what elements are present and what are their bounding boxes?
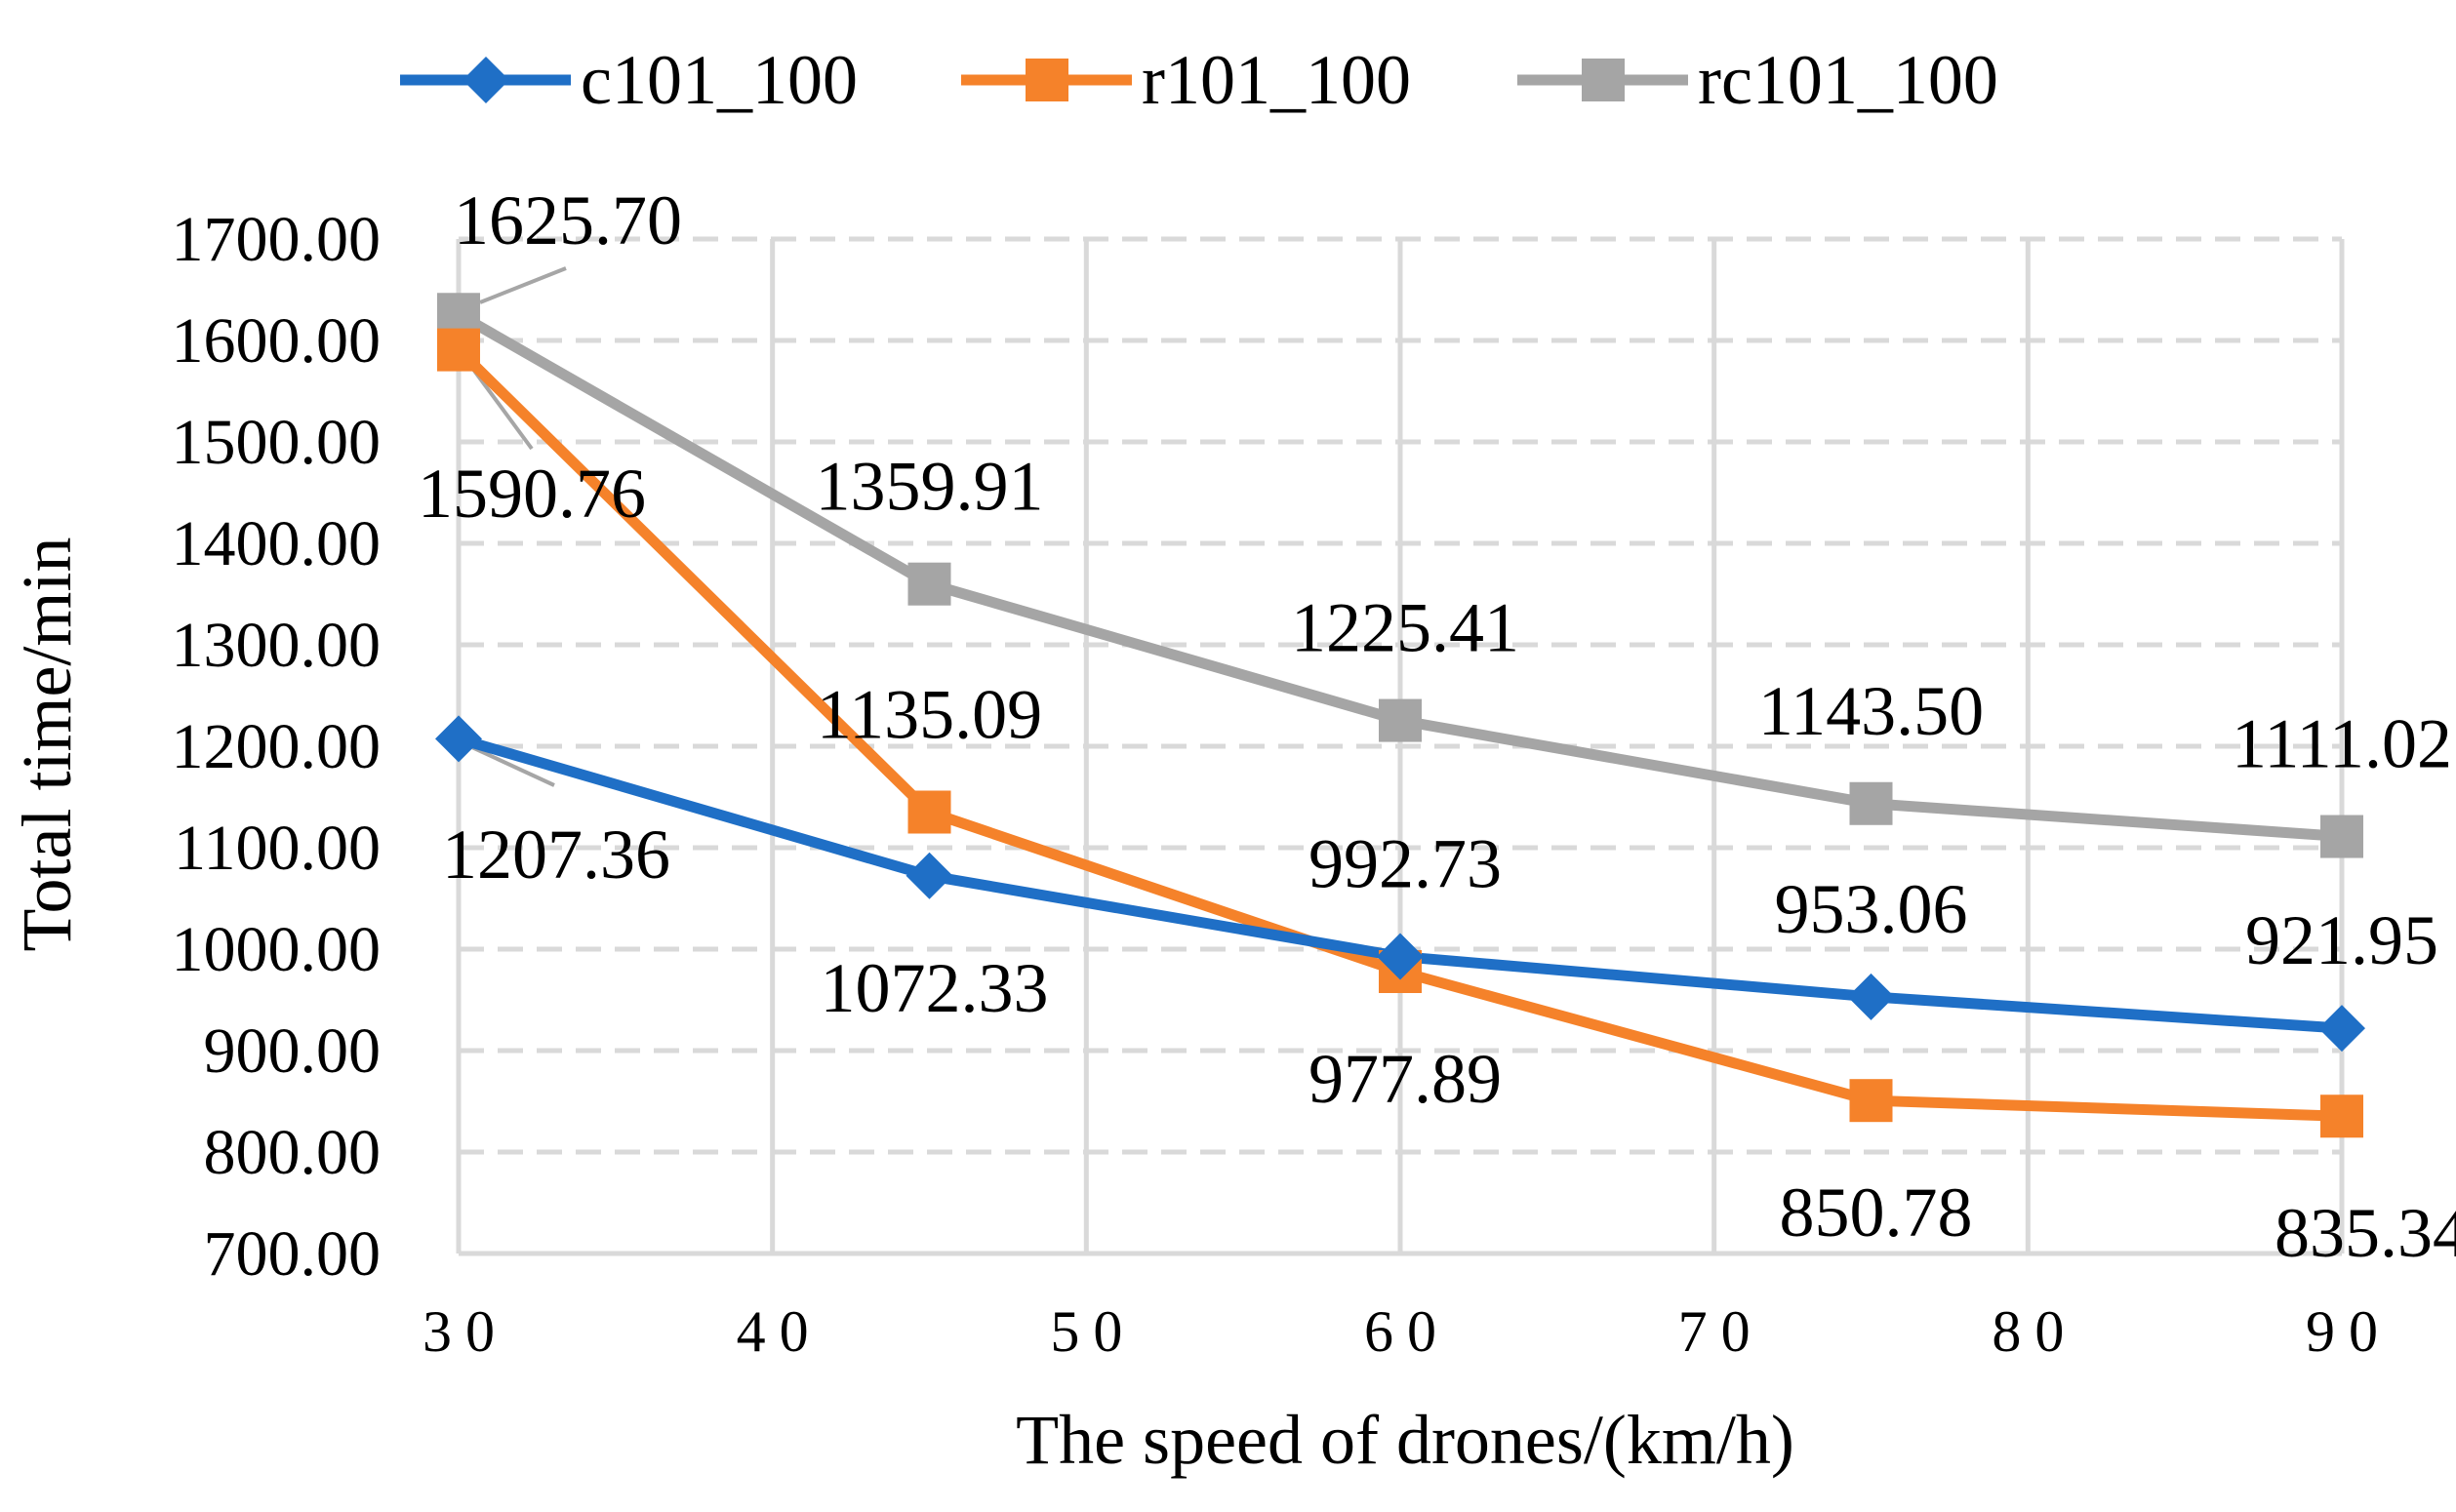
data-label-rc101-100: 1225.41: [1291, 589, 1519, 667]
data-point-r101-100: [1849, 1079, 1893, 1123]
legend-item-r101-100: r101_100: [961, 41, 1411, 119]
data-point-r101-100: [2320, 1094, 2363, 1138]
legend-label-r101-100: r101_100: [1142, 41, 1411, 119]
grid-layer: [459, 236, 2345, 1253]
y-tick-label: 1400.00: [172, 508, 382, 579]
legend-swatch-marker-c101-100: [463, 57, 509, 103]
legend-item-c101-100: c101_100: [400, 41, 858, 119]
legend-item-rc101-100: rc101_100: [1517, 41, 1998, 119]
data-label-r101-100: 1135.09: [817, 676, 1042, 754]
data-label-r101-100: 1590.76: [418, 455, 646, 533]
data-label-c101-100: 953.06: [1775, 870, 1968, 948]
data-label-c101-100: 921.95: [2245, 901, 2438, 979]
data-label-rc101-100: 1359.91: [816, 448, 1044, 526]
legend-swatch-marker-rc101-100: [1582, 59, 1625, 101]
leader-line-c101-100: [463, 741, 555, 787]
y-tick-label: 900.00: [204, 1015, 382, 1087]
data-label-r101-100: 977.89: [1309, 1040, 1502, 1118]
x-tick-label: 80: [1992, 1299, 2077, 1364]
legend-label-rc101-100: rc101_100: [1698, 41, 1998, 119]
axis-layer: 700.00 800.00 900.00 1000.00 1100.00 1200.00 1…: [172, 204, 2392, 1364]
data-label-layer: 1207.36 1072.33 992.73 953.06 921.95 1590.76 1…: [418, 181, 2456, 1272]
data-label-rc101-100: 1111.02: [2232, 705, 2452, 783]
y-tick-label: 1000.00: [172, 914, 382, 985]
data-point-c101-100: [1377, 933, 1424, 980]
data-point-c101-100: [906, 852, 953, 899]
x-tick-label: 60: [1364, 1299, 1450, 1364]
x-tick-label: 50: [1050, 1299, 1136, 1364]
legend-swatch-marker-r101-100: [1026, 59, 1068, 101]
x-tick-label: 70: [1678, 1299, 1764, 1364]
x-axis-title: The speed of drones/(km/h): [1016, 1401, 1794, 1479]
y-tick-label: 1700.00: [172, 204, 382, 275]
y-tick-label: 1600.00: [172, 305, 382, 377]
data-label-r101-100: 835.34: [2275, 1194, 2456, 1272]
data-point-rc101-100: [2320, 815, 2363, 858]
y-tick-label: 1500.00: [172, 407, 382, 478]
y-axis-title: Total time/min: [8, 537, 86, 952]
y-tick-label: 700.00: [204, 1218, 382, 1290]
leader-line-rc101-100: [479, 266, 567, 304]
data-label-rc101-100: 1625.70: [454, 181, 682, 259]
legend: c101_100 r101_100 rc101_100: [400, 41, 1998, 119]
x-tick-label: 30: [423, 1299, 508, 1364]
y-tick-label: 1300.00: [172, 610, 382, 681]
data-point-r101-100: [437, 328, 480, 372]
y-tick-label: 1200.00: [172, 711, 382, 782]
data-point-c101-100: [2318, 1005, 2365, 1053]
data-point-rc101-100: [907, 562, 951, 606]
data-label-c101-100: 992.73: [1309, 825, 1502, 903]
data-point-r101-100: [907, 790, 951, 834]
series-layer: [435, 293, 2365, 1138]
data-label-r101-100: 850.78: [1780, 1174, 1973, 1252]
x-tick-label: 40: [737, 1299, 823, 1364]
data-point-c101-100: [435, 715, 482, 763]
data-point-rc101-100: [1379, 698, 1422, 742]
data-label-c101-100: 1072.33: [821, 949, 1049, 1027]
x-tick-label: 90: [2306, 1299, 2392, 1364]
legend-label-c101-100: c101_100: [581, 41, 858, 119]
data-point-c101-100: [1847, 973, 1895, 1020]
data-label-rc101-100: 1143.50: [1758, 672, 1984, 750]
data-label-c101-100: 1207.36: [442, 816, 670, 894]
y-tick-label: 1100.00: [174, 813, 381, 884]
y-tick-label: 800.00: [204, 1117, 382, 1188]
data-point-rc101-100: [1849, 781, 1893, 825]
